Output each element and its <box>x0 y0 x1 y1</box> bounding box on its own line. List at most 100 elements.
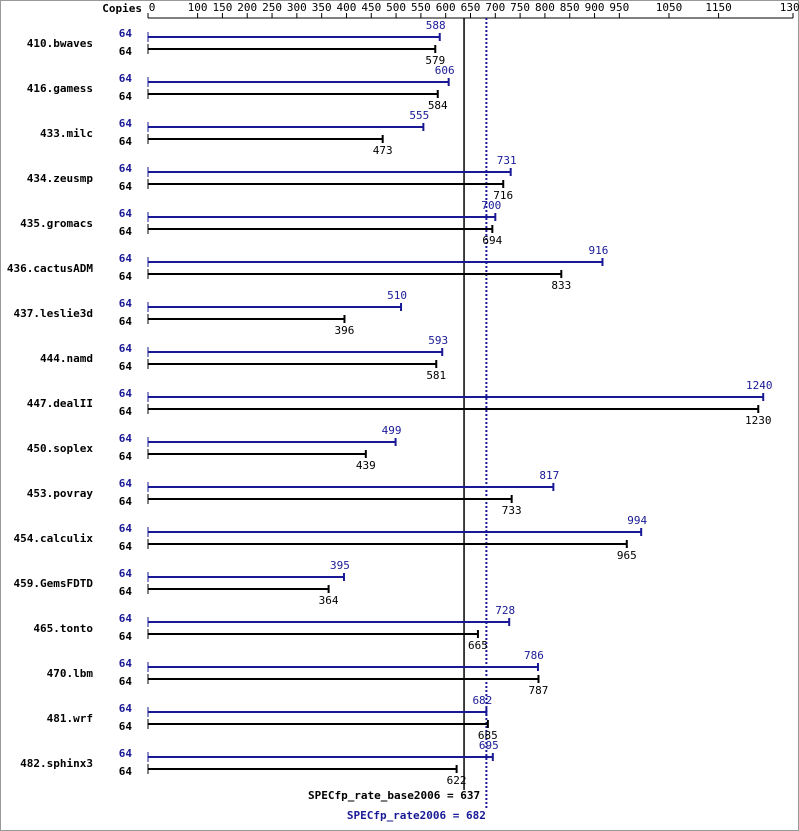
copies-label: 64 <box>119 27 133 40</box>
x-tick-label: 600 <box>436 1 456 14</box>
value-label: 1240 <box>746 379 773 392</box>
benchmark-label: 454.calculix <box>14 532 94 545</box>
copies-label: 64 <box>119 90 133 103</box>
copies-label: 64 <box>119 360 133 373</box>
benchmark-label: 444.namd <box>40 352 93 365</box>
value-label: 728 <box>495 604 515 617</box>
value-label: 579 <box>425 54 445 67</box>
value-label: 965 <box>617 549 637 562</box>
x-tick-label: 100 <box>188 1 208 14</box>
value-label: 916 <box>589 244 609 257</box>
value-label: 733 <box>502 504 522 517</box>
copies-label: 64 <box>119 72 133 85</box>
x-tick-label: 350 <box>312 1 332 14</box>
x-tick-label: 150 <box>212 1 232 14</box>
copies-label: 64 <box>119 387 133 400</box>
x-tick-label: 850 <box>560 1 580 14</box>
x-tick-label: 900 <box>585 1 605 14</box>
benchmark-label: 459.GemsFDTD <box>14 577 94 590</box>
benchmark-label: 437.leslie3d <box>14 307 93 320</box>
value-label: 1230 <box>745 414 772 427</box>
value-label: 473 <box>373 144 393 157</box>
value-label: 731 <box>497 154 517 167</box>
copies-label: 64 <box>119 702 133 715</box>
value-label: 682 <box>472 694 492 707</box>
copies-label: 64 <box>119 585 133 598</box>
value-label: 606 <box>435 64 455 77</box>
copies-label: 64 <box>119 765 133 778</box>
benchmark-label: 453.povray <box>27 487 94 500</box>
x-tick-label: 800 <box>535 1 555 14</box>
value-label: 994 <box>627 514 647 527</box>
value-label: 817 <box>539 469 559 482</box>
copies-label: 64 <box>119 522 133 535</box>
x-tick-label: 700 <box>485 1 505 14</box>
benchmark-label: 434.zeusmp <box>27 172 94 185</box>
copies-label: 64 <box>119 540 133 553</box>
value-label: 665 <box>468 639 488 652</box>
x-tick-label: 1050 <box>656 1 683 14</box>
copies-label: 64 <box>119 207 133 220</box>
x-tick-label: 650 <box>461 1 481 14</box>
value-label: 716 <box>493 189 513 202</box>
copies-label: 64 <box>119 477 133 490</box>
x-tick-label: 1300 <box>780 1 799 14</box>
x-tick-label: 500 <box>386 1 406 14</box>
x-tick-label: 1150 <box>705 1 732 14</box>
copies-label: 64 <box>119 450 133 463</box>
copies-label: 64 <box>119 315 133 328</box>
value-label: 396 <box>335 324 355 337</box>
reference-label: SPECfp_rate_base2006 = 637 <box>308 789 480 802</box>
value-label: 593 <box>428 334 448 347</box>
x-tick-label: 0 <box>149 1 156 14</box>
x-tick-label: 550 <box>411 1 431 14</box>
benchmark-label: 481.wrf <box>47 712 93 725</box>
copies-label: 64 <box>119 432 133 445</box>
x-tick-label: 750 <box>510 1 530 14</box>
value-label: 622 <box>447 774 467 787</box>
value-label: 510 <box>387 289 407 302</box>
value-label: 584 <box>428 99 448 112</box>
copies-label: 64 <box>119 747 133 760</box>
benchmark-label: 450.soplex <box>27 442 94 455</box>
copies-label: 64 <box>119 162 133 175</box>
x-tick-label: 950 <box>609 1 629 14</box>
copies-label: 64 <box>119 720 133 733</box>
copies-header: Copies <box>102 2 142 15</box>
value-label: 395 <box>330 559 350 572</box>
benchmark-label: 410.bwaves <box>27 37 93 50</box>
copies-label: 64 <box>119 135 133 148</box>
value-label: 833 <box>551 279 571 292</box>
benchmark-label: 465.tonto <box>33 622 93 635</box>
value-label: 555 <box>409 109 429 122</box>
copies-label: 64 <box>119 252 133 265</box>
copies-label: 64 <box>119 612 133 625</box>
x-tick-label: 450 <box>361 1 381 14</box>
value-label: 364 <box>319 594 339 607</box>
copies-label: 64 <box>119 297 133 310</box>
copies-label: 64 <box>119 117 133 130</box>
value-label: 581 <box>426 369 446 382</box>
copies-label: 64 <box>119 342 133 355</box>
value-label: 694 <box>482 234 502 247</box>
value-label: 787 <box>529 684 549 697</box>
copies-label: 64 <box>119 225 133 238</box>
reference-label: SPECfp_rate2006 = 682 <box>347 809 486 822</box>
value-label: 685 <box>478 729 498 742</box>
benchmark-label: 416.gamess <box>27 82 93 95</box>
copies-label: 64 <box>119 180 133 193</box>
benchmark-label: 436.cactusADM <box>7 262 93 275</box>
copies-label: 64 <box>119 495 133 508</box>
x-tick-label: 400 <box>337 1 357 14</box>
value-label: 439 <box>356 459 376 472</box>
benchmark-label: 447.dealII <box>27 397 93 410</box>
x-tick-label: 200 <box>237 1 257 14</box>
copies-label: 64 <box>119 630 133 643</box>
copies-label: 64 <box>119 45 133 58</box>
value-label: 695 <box>479 739 499 752</box>
value-label: 499 <box>382 424 402 437</box>
x-tick-label: 300 <box>287 1 307 14</box>
benchmark-label: 433.milc <box>40 127 93 140</box>
